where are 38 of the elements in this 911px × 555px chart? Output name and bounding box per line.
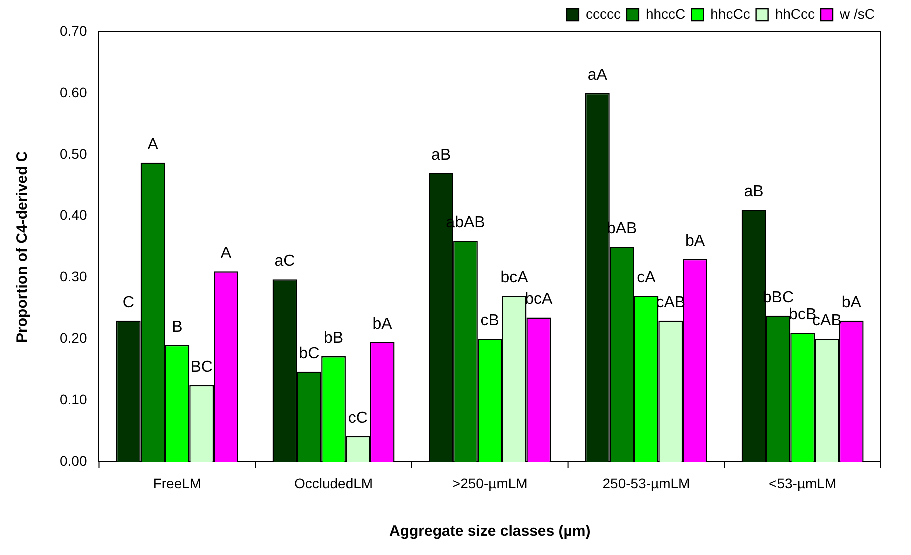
data-label: A <box>220 245 232 262</box>
legend-label: w /sC <box>839 6 875 22</box>
data-label: cA <box>637 270 656 287</box>
data-label: cB <box>480 312 500 330</box>
data-label: aB <box>744 184 764 201</box>
x-tick-label: 250-53-µmLM <box>602 475 690 492</box>
legend-label: hhcCc <box>710 6 750 22</box>
x-tick-label: >250-µmLM <box>452 475 528 492</box>
data-label: aB <box>432 146 452 164</box>
x-tick-label: <53-µmLM <box>769 475 837 492</box>
data-label: BC <box>190 358 213 376</box>
data-label: bA <box>372 316 393 333</box>
x-axis-title: Aggregate size classes (µm) <box>390 523 591 540</box>
y-tick-label: 0.60 <box>60 84 88 100</box>
y-axis-title: Proportion of C4-derived C <box>14 151 32 343</box>
data-label: cC <box>348 410 368 427</box>
data-label: bA <box>685 232 706 250</box>
data-label: bA <box>842 294 862 312</box>
y-tick-label: 0.00 <box>60 453 88 470</box>
x-tick-label: FreeLM <box>153 475 202 492</box>
data-label: B <box>172 318 183 336</box>
legend-label: hhCcc <box>775 6 816 22</box>
legend-label: ccccc <box>586 6 621 22</box>
y-tick-label: 0.50 <box>60 146 88 162</box>
y-tick-label: 0.20 <box>60 330 88 346</box>
data-label: C <box>122 294 134 312</box>
y-tick-label: 0.70 <box>60 22 88 39</box>
y-tick-label: 0.10 <box>60 392 88 408</box>
y-tick-label: 0.40 <box>60 207 88 224</box>
data-label: aA <box>588 66 608 84</box>
data-label: bcA <box>500 270 529 287</box>
x-tick-label: OccludedLM <box>294 475 374 492</box>
data-label: aC <box>274 253 296 270</box>
y-tick-label: 0.30 <box>60 268 88 285</box>
data-label: A <box>148 136 159 154</box>
data-label: bC <box>299 345 320 362</box>
data-label: bB <box>324 330 344 347</box>
legend-label: hhccC <box>646 6 686 22</box>
